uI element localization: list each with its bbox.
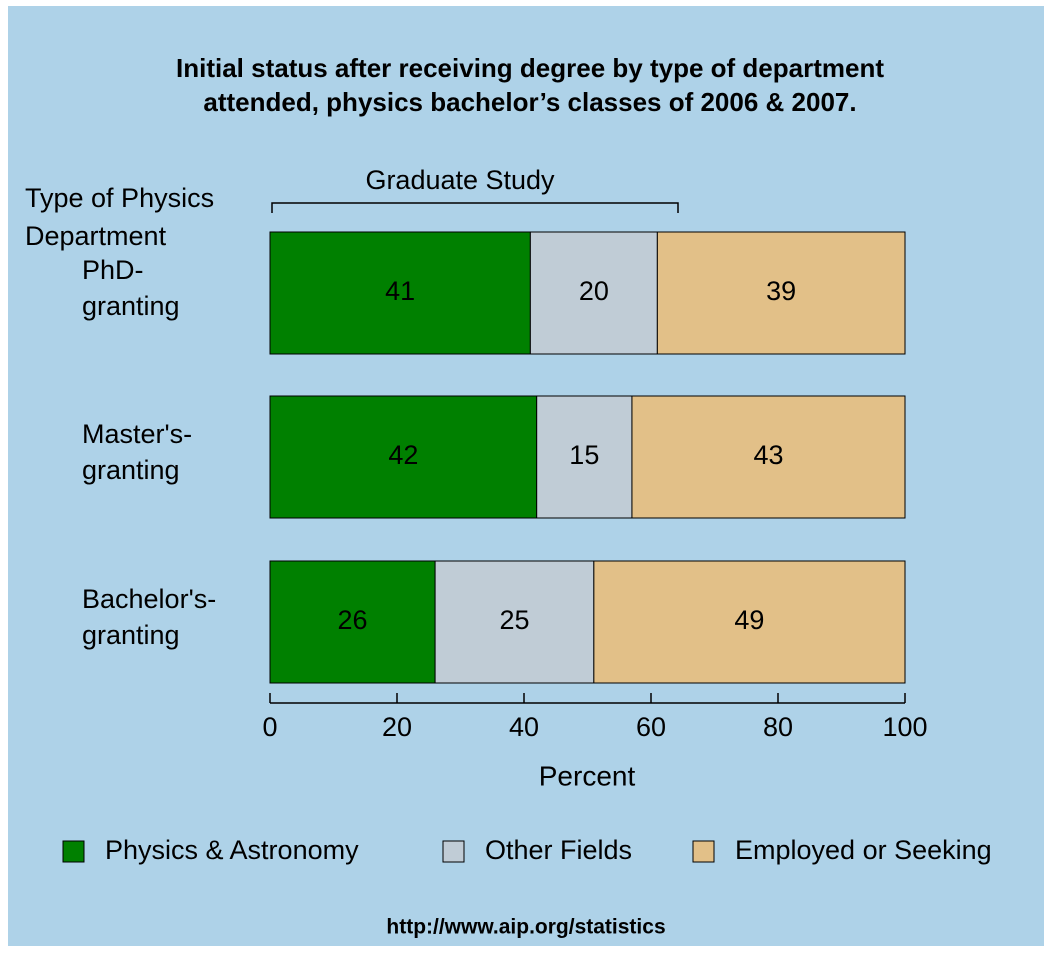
legend-label: Physics & Astronomy bbox=[105, 835, 359, 865]
bar-segment bbox=[269, 231, 531, 355]
bar-segment bbox=[269, 395, 538, 519]
x-tick-label: 0 bbox=[262, 712, 277, 742]
data-label: 39 bbox=[766, 276, 796, 306]
data-label: 49 bbox=[734, 605, 764, 635]
y-tick-label-line: PhD- bbox=[82, 255, 144, 285]
data-label: 20 bbox=[579, 276, 609, 306]
x-axis-label: Percent bbox=[539, 760, 636, 791]
y-tick-label: PhD-granting bbox=[82, 255, 180, 321]
y-tick-label-line: granting bbox=[82, 620, 180, 650]
bar-segment bbox=[631, 395, 906, 519]
x-tick-label: 40 bbox=[509, 712, 539, 742]
bar-segment bbox=[269, 560, 436, 684]
legend-swatch bbox=[442, 840, 465, 863]
y-tick-label-line: Master's- bbox=[82, 419, 192, 449]
bar-segment bbox=[434, 560, 595, 684]
x-tick-label: 60 bbox=[636, 712, 666, 742]
y-tick-label-line: Bachelor's- bbox=[82, 584, 216, 614]
y-tick-label-line: granting bbox=[82, 291, 180, 321]
legend-swatch bbox=[62, 840, 85, 863]
footer: http://www.aip.org/statistics bbox=[386, 916, 665, 939]
bracket bbox=[271, 202, 679, 213]
y-axis-label: Department bbox=[25, 221, 167, 251]
data-label: 42 bbox=[388, 440, 418, 470]
legend-label: Other Fields bbox=[485, 835, 632, 865]
data-label: 41 bbox=[385, 276, 415, 306]
bar-segment bbox=[536, 395, 633, 519]
x-tick-label: 100 bbox=[882, 712, 927, 742]
bar-segment bbox=[529, 231, 658, 355]
legend-label: Employed or Seeking bbox=[735, 835, 992, 865]
data-label: 25 bbox=[499, 605, 529, 635]
y-axis-label: Type of Physics bbox=[25, 183, 214, 213]
data-label: 15 bbox=[569, 440, 599, 470]
x-tick-label: 20 bbox=[382, 712, 412, 742]
data-label: 43 bbox=[753, 440, 783, 470]
y-tick-label: Bachelor's-granting bbox=[82, 584, 216, 650]
bar-segment bbox=[593, 560, 906, 684]
chart-title: Initial status after receiving degree by… bbox=[176, 53, 884, 83]
annotation: Graduate Study bbox=[365, 165, 555, 195]
x-tick-label: 80 bbox=[763, 712, 793, 742]
chart-title: attended, physics bachelor’s classes of … bbox=[203, 87, 856, 117]
bar-segment bbox=[656, 231, 906, 355]
legend-swatch bbox=[692, 840, 715, 863]
y-tick-label-line: granting bbox=[82, 455, 180, 485]
data-label: 26 bbox=[338, 605, 368, 635]
y-tick-label: Master's-granting bbox=[82, 419, 192, 485]
